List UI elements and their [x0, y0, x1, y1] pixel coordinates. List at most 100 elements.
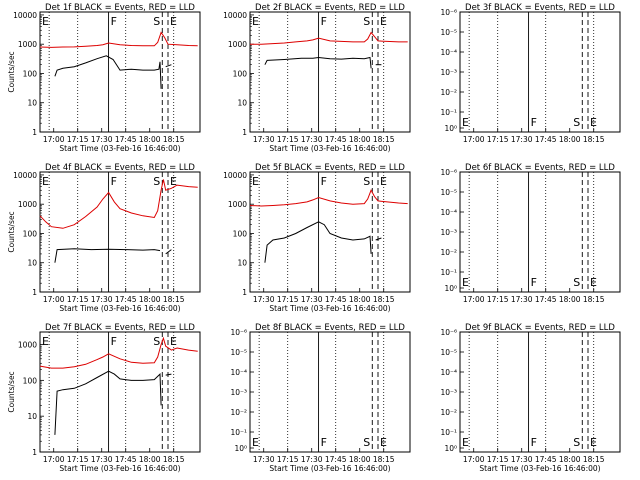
- panel-det-2: Det 2f BLACK = Events, RED = LLD 1 10 100 10…: [223, 3, 411, 153]
- events-series-tail: [375, 237, 382, 241]
- y-tick-label: 100: [23, 69, 38, 78]
- y-tick-label: 100: [23, 229, 38, 238]
- marker-label-f: F: [531, 116, 537, 129]
- x-tick-label: 17:30: [301, 455, 323, 464]
- marker-label-s: S: [573, 276, 580, 289]
- x-tick-label: 17:30: [301, 295, 323, 304]
- x-tick-label: 17:45: [115, 295, 137, 304]
- x-tick-label: 17:30: [511, 455, 533, 464]
- marker-label-e: E: [462, 116, 469, 129]
- x-tick-label: 17:45: [115, 455, 137, 464]
- y-tick-label: 1000: [228, 200, 247, 209]
- panel-det-8: Det 8f BLACK = Events, RED = LLD 10⁰ 10⁻¹ 1…: [230, 323, 411, 473]
- y-tick-label: 10⁻¹: [440, 108, 457, 117]
- y-tick-label: 1: [32, 128, 37, 137]
- events-series-line: [54, 248, 161, 263]
- panel-det-1: Det 1f BLACK = Events, RED = LLD 1 10 100 10…: [7, 3, 201, 153]
- y-tick-label: 10⁻⁵: [230, 348, 247, 357]
- lld-series-line: [39, 31, 198, 48]
- y-tick-label: 100: [233, 69, 248, 78]
- x-tick-label: 18:00: [559, 295, 581, 304]
- plot-frame: [39, 171, 201, 293]
- panel-title: Det 9f BLACK = Events, RED = LLD: [465, 323, 615, 333]
- marker-label-s: S: [363, 175, 370, 188]
- x-tick-label: 17:15: [277, 295, 299, 304]
- x-tick-label: 18:00: [139, 295, 161, 304]
- y-tick-label: 100: [23, 376, 38, 385]
- marker-label-e: E: [252, 436, 259, 449]
- x-tick-label: 17:15: [67, 135, 89, 144]
- marker-label-f: F: [111, 175, 117, 188]
- marker-label-e: E: [42, 15, 49, 28]
- y-axis-label: Counts/sec: [7, 211, 16, 252]
- marker-label-f: F: [321, 175, 327, 188]
- y-axis-label: Counts/sec: [7, 51, 16, 92]
- y-tick-label: 10⁰: [444, 444, 457, 453]
- y-tick-label: 1000: [18, 341, 37, 350]
- marker-label-e: E: [170, 335, 177, 348]
- y-tick-label: 10000: [13, 11, 37, 20]
- x-tick-label: 17:15: [67, 295, 89, 304]
- y-tick-label: 1: [242, 128, 247, 137]
- marker-label-e: E: [590, 116, 597, 129]
- y-tick-label: 10⁻⁵: [440, 348, 457, 357]
- lld-series-line: [39, 179, 198, 229]
- x-tick-label: 18:15: [583, 455, 605, 464]
- marker-label-e: E: [462, 436, 469, 449]
- x-tick-label: 18:00: [139, 135, 161, 144]
- panel-title: Det 5f BLACK = Events, RED = LLD: [255, 163, 405, 173]
- plot-frame: [459, 11, 621, 133]
- plot-frame: [459, 171, 621, 293]
- plot-frame: [39, 11, 201, 133]
- marker-label-s: S: [363, 436, 370, 449]
- x-axis-label: Start Time (03-Feb-16 16:46:00): [59, 304, 180, 313]
- x-tick-label: 18:15: [163, 455, 185, 464]
- y-tick-label: 10⁻³: [440, 228, 457, 237]
- y-tick-label: 10: [27, 99, 37, 108]
- lld-series-line: [250, 31, 408, 45]
- lld-series-line: [249, 189, 408, 207]
- plot-frame: [249, 171, 411, 293]
- marker-label-f: F: [321, 15, 327, 28]
- x-tick-label: 17:00: [43, 455, 65, 464]
- y-tick-label: 10⁻⁶: [440, 328, 457, 337]
- x-tick-label: 18:00: [559, 135, 581, 144]
- panel-title: Det 2f BLACK = Events, RED = LLD: [255, 3, 405, 13]
- events-series-line: [54, 55, 162, 89]
- x-axis-label: Start Time (03-Feb-16 16:46:00): [269, 304, 390, 313]
- marker-label-e: E: [380, 15, 387, 28]
- plot-frame: [249, 331, 411, 453]
- x-tick-label: 18:00: [139, 455, 161, 464]
- x-axis-label: Start Time (03-Feb-16 16:46:00): [269, 464, 390, 473]
- x-axis-label: Start Time (03-Feb-16 16:46:00): [479, 464, 600, 473]
- marker-label-e: E: [170, 15, 177, 28]
- x-tick-label: 17:45: [535, 135, 557, 144]
- plot-frame: [249, 11, 411, 133]
- x-tick-label: 18:15: [163, 135, 185, 144]
- marker-label-e: E: [380, 436, 387, 449]
- x-tick-label: 17:30: [253, 295, 275, 304]
- x-tick-label: 18:00: [349, 455, 371, 464]
- x-tick-label: 17:45: [325, 295, 347, 304]
- x-tick-label: 17:45: [535, 455, 557, 464]
- y-tick-label: 10⁻⁴: [440, 208, 457, 217]
- marker-label-e: E: [590, 436, 597, 449]
- marker-label-e: E: [170, 175, 177, 188]
- y-tick-label: 100: [233, 229, 248, 238]
- y-tick-label: 10⁻¹: [440, 268, 457, 277]
- panel-title: Det 1f BLACK = Events, RED = LLD: [45, 3, 195, 13]
- marker-label-s: S: [573, 116, 580, 129]
- x-tick-label: 17:15: [277, 135, 299, 144]
- x-tick-label: 17:30: [301, 135, 323, 144]
- panel-title: Det 6f BLACK = Events, RED = LLD: [465, 163, 615, 173]
- x-tick-label: 18:15: [373, 455, 395, 464]
- x-tick-label: 17:30: [91, 135, 113, 144]
- marker-label-e: E: [380, 175, 387, 188]
- x-tick-label: 18:15: [583, 135, 605, 144]
- x-axis-label: Start Time (03-Feb-16 16:46:00): [59, 464, 180, 473]
- y-tick-label: 10⁻¹: [440, 428, 457, 437]
- marker-label-s: S: [153, 15, 160, 28]
- y-tick-label: 10⁻²: [440, 88, 457, 97]
- marker-label-f: F: [531, 276, 537, 289]
